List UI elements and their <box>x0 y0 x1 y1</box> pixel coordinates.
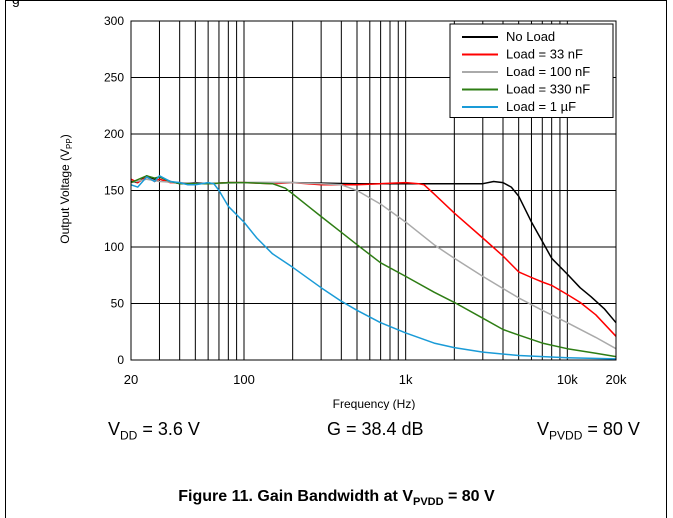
x-tick-labels: 20 100 1k 10k 20k <box>124 372 627 387</box>
legend-label-4: Load = 1 µF <box>506 99 576 114</box>
gain-condition: G = 38.4 dB <box>327 419 424 439</box>
gain-bandwidth-chart: 0 50 100 150 200 250 300 20 100 1k 10k 20k Frequen… <box>58 14 627 410</box>
pvdd-condition: VPVDD = 80 V <box>537 419 640 443</box>
caption-suffix: = 80 V <box>443 488 495 505</box>
vdd-symbol: V <box>108 419 121 439</box>
figure-caption: Figure 11. Gain Bandwidth at VPVDD = 80 … <box>0 488 673 508</box>
series-lines <box>130 175 617 360</box>
series-line-2 <box>130 178 617 350</box>
vdd-subscript: DD <box>120 428 138 443</box>
caption-subscript: PVDD <box>412 496 444 509</box>
legend: No Load Load = 33 nF Load = 100 nF Load = 3… <box>449 23 614 118</box>
y-axis-label: Output Voltage (VPP) <box>58 134 74 243</box>
y-tick-labels: 0 50 100 150 200 250 300 <box>104 14 124 367</box>
y-tick-label-4: 200 <box>104 127 124 141</box>
series-line-3 <box>130 175 617 358</box>
legend-label-2: Load = 100 nF <box>506 64 590 79</box>
page-border-right <box>666 0 667 518</box>
y-axis-label-main: Output Voltage (V <box>58 149 72 244</box>
y-tick-label-2: 100 <box>104 240 124 254</box>
vdd-value: = 3.6 V <box>137 419 200 439</box>
page-border-top <box>5 0 667 1</box>
x-tick-label-0: 20 <box>124 372 138 387</box>
y-tick-label-6: 300 <box>104 14 124 28</box>
y-tick-label-0: 0 <box>117 353 124 367</box>
page-border-left <box>5 0 6 518</box>
x-tick-label-4: 20k <box>606 372 627 387</box>
series-line-4 <box>130 175 617 360</box>
x-tick-label-2: 1k <box>399 372 413 387</box>
plot-area-border <box>130 20 617 361</box>
header-fragment: g <box>12 0 20 7</box>
y-tick-label-5: 250 <box>104 71 124 85</box>
y-axis-label-sub: PP <box>65 138 74 149</box>
pvdd-symbol: V <box>537 419 550 439</box>
vdd-condition: VDD = 3.6 V <box>108 419 200 443</box>
legend-label-3: Load = 330 nF <box>506 82 590 97</box>
y-tick-label-1: 50 <box>111 297 125 311</box>
pvdd-subscript: PVDD <box>549 428 583 443</box>
caption-text: Figure 11. Gain Bandwidth at V <box>178 488 413 505</box>
x-axis-label: Frequency (Hz) <box>333 397 416 410</box>
legend-box <box>449 23 614 118</box>
pvdd-value: = 80 V <box>582 419 640 439</box>
legend-label-1: Load = 33 nF <box>506 47 583 62</box>
legend-label-0: No Load <box>506 29 555 44</box>
y-axis-label-suffix: ) <box>58 134 72 138</box>
x-tick-label-1: 100 <box>233 372 255 387</box>
x-tick-label-3: 10k <box>557 372 578 387</box>
y-tick-label-3: 150 <box>104 184 124 198</box>
series-line-0 <box>130 175 617 324</box>
